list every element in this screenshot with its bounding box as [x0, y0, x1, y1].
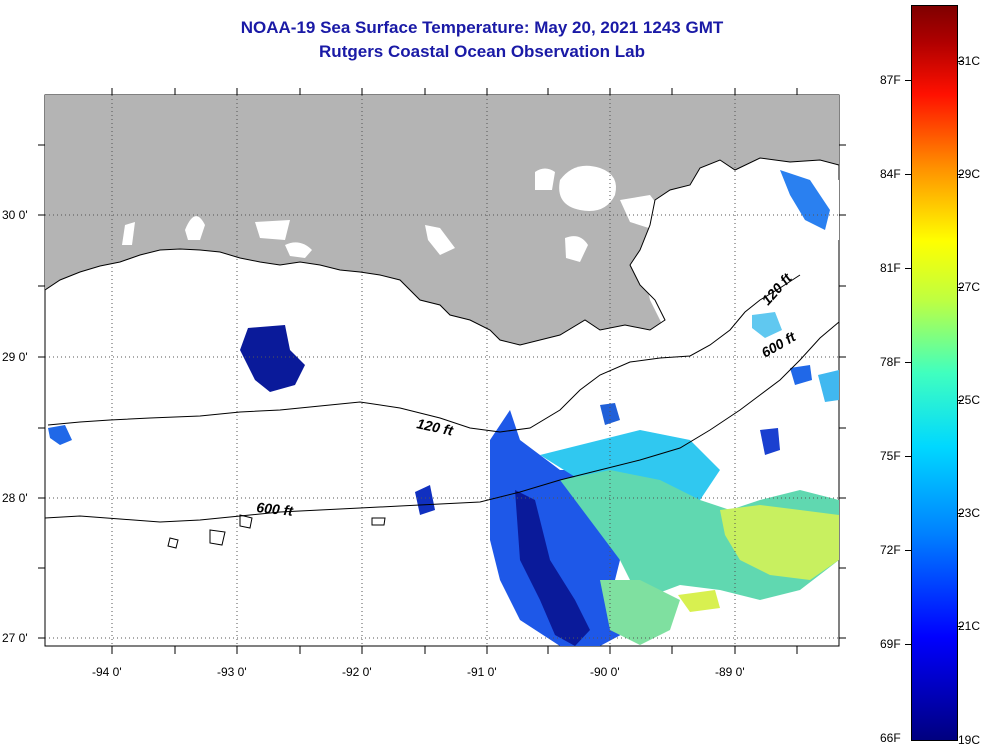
isobath-label: 120 ft [415, 415, 455, 439]
lat-label: 28 0' [2, 491, 28, 505]
lon-label: -91 0' [467, 665, 497, 679]
colorbar-f-label: 78F [880, 355, 901, 369]
colorbar-f-label: 87F [880, 73, 901, 87]
colorbar-c-label: 21C [958, 619, 981, 633]
lon-label: -90 0' [590, 665, 620, 679]
colorbar-c-label: 27C [958, 280, 981, 294]
axis-ticks [38, 88, 846, 654]
colorbar-f-label: 81F [880, 261, 901, 275]
lat-label: 27 0' [2, 631, 28, 645]
colorbar-c-label: 31C [958, 54, 981, 68]
sst-patch-deep-blue [240, 325, 305, 392]
lon-label: -93 0' [217, 665, 247, 679]
chart-title: NOAA-19 Sea Surface Temperature: May 20,… [240, 18, 724, 37]
colorbar-c-label: 25C [958, 393, 981, 407]
colorbar-f-label: 84F [880, 167, 901, 181]
sst-data-layer [48, 170, 839, 646]
chart-subtitle: Rutgers Coastal Ocean Observation Lab [319, 42, 645, 61]
colorbar-f-label: 72F [880, 543, 901, 557]
lon-label: -89 0' [715, 665, 745, 679]
colorbar-c-label: 19C [958, 733, 981, 747]
colorbar-f-label: 69F [880, 637, 901, 651]
colorbar-f-label: 75F [880, 449, 901, 463]
lat-label: 29 0' [2, 350, 28, 364]
graticule [45, 95, 839, 646]
lat-label: 30 0' [2, 208, 28, 222]
colorbar-c-label: 29C [958, 167, 981, 181]
isobath-label: 600 ft [256, 499, 295, 519]
lon-label: -92 0' [342, 665, 372, 679]
lon-label: -94 0' [92, 665, 122, 679]
isobath-600ft [45, 321, 839, 523]
isobath-120ft [47, 274, 801, 433]
colorbar-f-label: 66F [880, 731, 901, 745]
temperature-colorbar [911, 5, 958, 741]
land-area [45, 95, 839, 345]
colorbar-c-label: 23C [958, 506, 981, 520]
